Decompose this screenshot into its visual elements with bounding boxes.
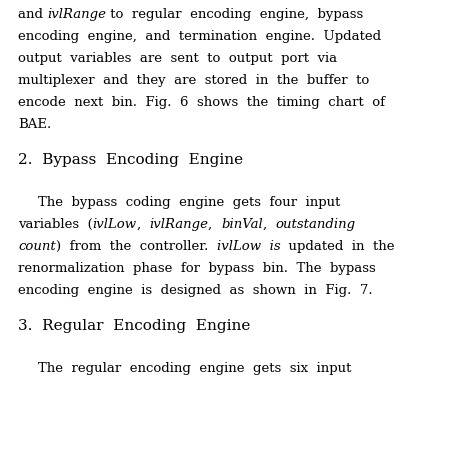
- Text: 3.  Regular  Encoding  Engine: 3. Regular Encoding Engine: [18, 319, 250, 333]
- Text: multiplexer  and  they  are  stored  in  the  buffer  to: multiplexer and they are stored in the b…: [18, 74, 369, 87]
- Text: The  regular  encoding  engine  gets  six  input: The regular encoding engine gets six inp…: [38, 362, 351, 375]
- Text: ivlLow  is: ivlLow is: [217, 240, 280, 253]
- Text: encoding  engine,  and  termination  engine.  Updated: encoding engine, and termination engine.…: [18, 30, 381, 43]
- Text: ,: ,: [137, 218, 149, 231]
- Text: )  from  the  controller.: ) from the controller.: [56, 240, 217, 253]
- Text: renormalization  phase  for  bypass  bin.  The  bypass: renormalization phase for bypass bin. Th…: [18, 262, 376, 275]
- Text: binVal: binVal: [221, 218, 263, 231]
- Text: ivlLow: ivlLow: [93, 218, 137, 231]
- Text: variables  (: variables (: [18, 218, 93, 231]
- Text: and: and: [18, 8, 47, 21]
- Text: ivlRange: ivlRange: [149, 218, 209, 231]
- Text: The  bypass  coding  engine  gets  four  input: The bypass coding engine gets four input: [38, 196, 340, 209]
- Text: encoding  engine  is  designed  as  shown  in  Fig.  7.: encoding engine is designed as shown in …: [18, 284, 373, 297]
- Text: count: count: [18, 240, 56, 253]
- Text: 2.  Bypass  Encoding  Engine: 2. Bypass Encoding Engine: [18, 153, 243, 167]
- Text: output  variables  are  sent  to  output  port  via: output variables are sent to output port…: [18, 52, 337, 65]
- Text: to  regular  encoding  engine,  bypass: to regular encoding engine, bypass: [106, 8, 364, 21]
- Text: encode  next  bin.  Fig.  6  shows  the  timing  chart  of: encode next bin. Fig. 6 shows the timing…: [18, 96, 385, 109]
- Text: BAE.: BAE.: [18, 118, 51, 131]
- Text: outstanding: outstanding: [275, 218, 356, 231]
- Text: ivlRange: ivlRange: [47, 8, 106, 21]
- Text: ,: ,: [209, 218, 221, 231]
- Text: ,: ,: [263, 218, 275, 231]
- Text: updated  in  the: updated in the: [280, 240, 395, 253]
